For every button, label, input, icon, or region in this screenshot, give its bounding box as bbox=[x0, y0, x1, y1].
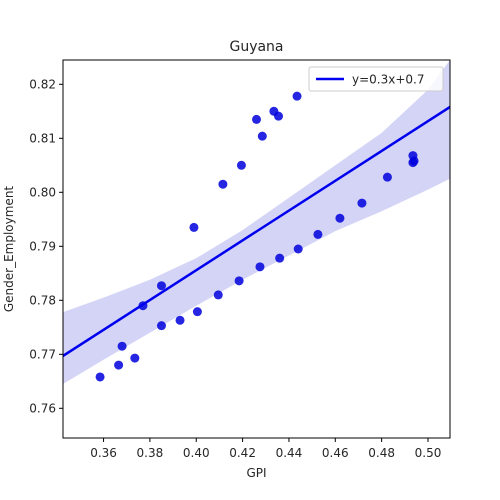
x-axis-label: GPI bbox=[246, 466, 266, 480]
chart-title: Guyana bbox=[229, 39, 283, 55]
legend-label: y=0.3x+0.7 bbox=[352, 73, 424, 87]
x-tick-label: 0.38 bbox=[137, 446, 164, 460]
x-tick-label: 0.44 bbox=[276, 446, 303, 460]
y-axis-label: Gender_Employment bbox=[2, 186, 16, 313]
y-tick-label: 0.82 bbox=[29, 78, 56, 92]
data-point-21 bbox=[293, 244, 303, 254]
y-tick-label: 0.81 bbox=[29, 132, 56, 146]
data-point-15 bbox=[255, 262, 265, 272]
x-tick-label: 0.50 bbox=[415, 446, 442, 460]
data-point-3 bbox=[130, 353, 140, 363]
data-point-5 bbox=[156, 281, 166, 291]
data-point-0 bbox=[95, 372, 105, 382]
legend-box bbox=[308, 66, 444, 92]
x-axis-ticks: 0.36 0.38 0.40 0.42 0.44 0.46 0.48 0.50 bbox=[90, 438, 441, 460]
regression-line bbox=[63, 105, 450, 357]
y-tick-label: 0.76 bbox=[29, 402, 56, 416]
data-point-12 bbox=[234, 276, 244, 286]
y-tick-label: 0.79 bbox=[29, 240, 56, 254]
data-point-23 bbox=[335, 213, 345, 223]
data-point-6 bbox=[156, 321, 166, 331]
plot-frame bbox=[62, 59, 451, 439]
data-point-8 bbox=[189, 222, 199, 232]
x-tick-label: 0.40 bbox=[183, 446, 210, 460]
data-point-10 bbox=[213, 290, 223, 300]
data-point-28 bbox=[409, 156, 419, 166]
x-tick-label: 0.46 bbox=[322, 446, 349, 460]
plot-area bbox=[63, 60, 450, 384]
y-tick-label: 0.80 bbox=[29, 186, 56, 200]
data-point-14 bbox=[252, 114, 261, 124]
y-axis-ticks: 0.76 0.77 0.78 0.79 0.80 0.81 0.82 bbox=[29, 78, 63, 416]
data-point-1 bbox=[114, 360, 124, 370]
data-point-7 bbox=[175, 315, 185, 325]
data-point-13 bbox=[236, 160, 246, 170]
x-tick-label: 0.42 bbox=[229, 446, 256, 460]
y-tick-label: 0.77 bbox=[29, 348, 56, 362]
x-tick-label: 0.36 bbox=[90, 446, 117, 460]
data-point-11 bbox=[218, 179, 228, 189]
data-point-9 bbox=[192, 307, 202, 317]
x-tick-label: 0.48 bbox=[368, 446, 395, 460]
data-point-20 bbox=[292, 91, 302, 101]
data-point-16 bbox=[257, 131, 267, 141]
y-tick-label: 0.78 bbox=[29, 294, 56, 308]
data-point-22 bbox=[313, 229, 323, 239]
data-point-25 bbox=[382, 172, 392, 182]
data-point-2 bbox=[117, 341, 127, 351]
data-point-18 bbox=[274, 111, 284, 121]
data-point-24 bbox=[357, 198, 367, 208]
confidence-band bbox=[63, 60, 450, 384]
legend: y=0.3x+0.7 bbox=[308, 66, 444, 92]
data-point-19 bbox=[275, 253, 285, 263]
